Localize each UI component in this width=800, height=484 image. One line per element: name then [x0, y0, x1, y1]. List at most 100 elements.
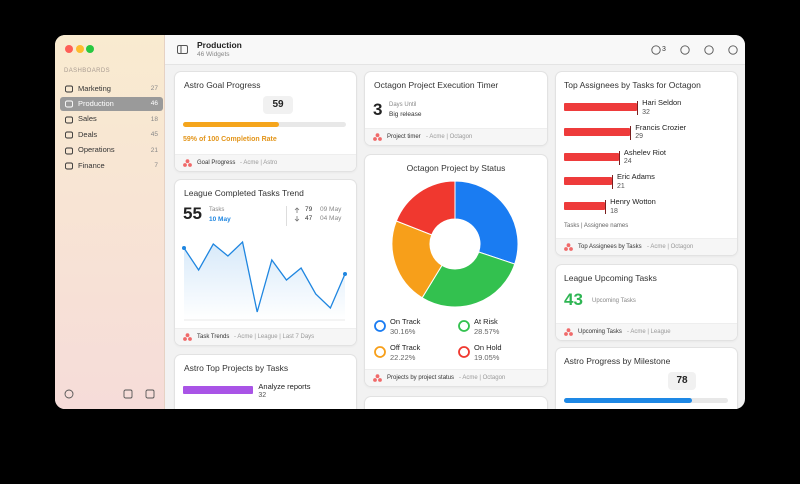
item-name: Marketing [78, 83, 111, 93]
footer-label: Project timer [387, 133, 421, 140]
widget-card [365, 397, 547, 409]
bar [564, 127, 631, 136]
widget-title: Astro Goal Progress [184, 80, 261, 90]
app-icon [183, 159, 192, 167]
card-footer: Task Trends - Acme | League | Last 7 Days [175, 328, 356, 345]
window-control[interactable] [75, 45, 84, 53]
progress-caption: 59% of 100 Completion Rate [183, 136, 277, 143]
sidebar-item[interactable]: Operations 21 [60, 144, 163, 158]
kpi-value: 55 [183, 204, 202, 223]
legend-icon [374, 320, 386, 332]
card-footer: Project timer - Acme | Octagon [365, 128, 547, 145]
trend-arrow [294, 216, 300, 222]
item-icon [65, 147, 73, 155]
icon-dot [183, 337, 187, 341]
countdown-label: Days Until [389, 102, 417, 108]
toolbar-button[interactable] [680, 45, 690, 55]
window-control[interactable] [86, 45, 94, 53]
icon-dot [373, 378, 377, 382]
widget-title: Astro Progress by Milestone [564, 356, 671, 366]
section-label: DASHBOARDS [64, 68, 111, 74]
low-value: 47 [305, 215, 313, 222]
kpi-value: 43 [564, 290, 583, 309]
legend-ring [458, 320, 470, 332]
icon-dot [188, 337, 192, 341]
legend-name: Off Track [390, 343, 421, 352]
icon-shape [680, 45, 690, 55]
icon-dot [566, 328, 571, 333]
legend-value: 28.57% [474, 327, 500, 336]
app-icon [373, 374, 382, 382]
footer-label: Top Assignees by Tasks [578, 243, 642, 250]
high-value: 79 [305, 206, 313, 213]
icon-shape [704, 45, 714, 55]
assignee-name: Francis Crozier [635, 122, 687, 132]
toolbar-button[interactable] [704, 45, 714, 55]
legend-value: 30.16% [390, 327, 416, 336]
card-footer: Top Assignees by Tasks - Acme | Octagon [556, 238, 737, 255]
icon-dot [375, 133, 380, 138]
timer-widget: Octagon Project Execution Timer 3 Days Unt… [365, 72, 547, 145]
legend-icon [374, 346, 386, 358]
app-icon [564, 243, 573, 251]
status-widget: Octagon Project by Status On Track 30.16% A… [365, 155, 547, 386]
icon-dot [569, 247, 573, 251]
assignee-value: 24 [623, 158, 632, 166]
item-count: 45 [150, 131, 158, 139]
line-chart [182, 240, 347, 321]
icon-dot [566, 243, 571, 248]
icon-shape [64, 389, 74, 399]
icon-dot [185, 333, 190, 338]
item-count: 21 [150, 146, 158, 154]
countdown-value: 3 [373, 100, 383, 119]
icon-dot [183, 163, 187, 167]
divider [286, 206, 287, 226]
icon-shape [651, 45, 661, 55]
sidebar-item[interactable]: Production 46 [60, 97, 163, 112]
footer-label: Projects by project status [387, 374, 455, 381]
bar [564, 152, 619, 161]
legend-icon [458, 320, 470, 332]
toolbar-button[interactable] [728, 45, 738, 55]
item-icon [65, 131, 73, 139]
window-control[interactable] [65, 45, 73, 53]
sidebar-button [145, 389, 155, 399]
toolbar-button[interactable] [651, 45, 661, 55]
sidebar-item[interactable]: Marketing 27 [60, 82, 163, 96]
app-icon [183, 333, 192, 341]
assignee-name: Henry Wotton [610, 197, 656, 207]
goal-widget: Astro Goal Progress 59 59% of 100 Completi… [175, 72, 356, 171]
item-name: Sales [78, 114, 97, 124]
icon-dot [188, 163, 192, 167]
icon-shape [65, 147, 73, 155]
icon-dot [373, 137, 377, 141]
app-icon [373, 133, 382, 141]
bar-end-marker [605, 200, 607, 215]
widget-title: League Upcoming Tasks [564, 273, 657, 283]
sidebar-item[interactable]: Finance 7 [60, 159, 163, 173]
low-date: 04 May [320, 215, 342, 222]
item-icon [65, 162, 73, 170]
bar [564, 103, 638, 111]
trend-widget: League Completed Tasks Trend 55 Tasks 10 Ma… [175, 180, 356, 345]
icon-shape [728, 45, 738, 55]
icon-dot [564, 332, 568, 336]
point [343, 272, 347, 276]
sidebar-item[interactable]: Deals 45 [60, 128, 163, 142]
countdown-event: Big release [389, 111, 422, 118]
sidebar-item[interactable]: Sales 18 [60, 113, 163, 127]
bar-end-marker [612, 175, 614, 190]
footer-meta: - Acme | Astro [240, 159, 278, 166]
icon-shape [145, 389, 155, 399]
bar-end-marker [637, 101, 639, 115]
assignee-value: 29 [635, 133, 644, 141]
icon-shape [294, 216, 300, 222]
item-icon [65, 100, 73, 108]
icon-dot [378, 378, 382, 382]
sidebar: DASHBOARDS Marketing 27 Production 46 Sales 18… [55, 35, 165, 409]
widget-title: Top Assignees by Tasks for Octagon [564, 80, 701, 90]
icon-dot [569, 332, 573, 336]
donut-chart [391, 180, 519, 308]
progress-fill [183, 122, 280, 127]
legend-ring [374, 346, 386, 358]
